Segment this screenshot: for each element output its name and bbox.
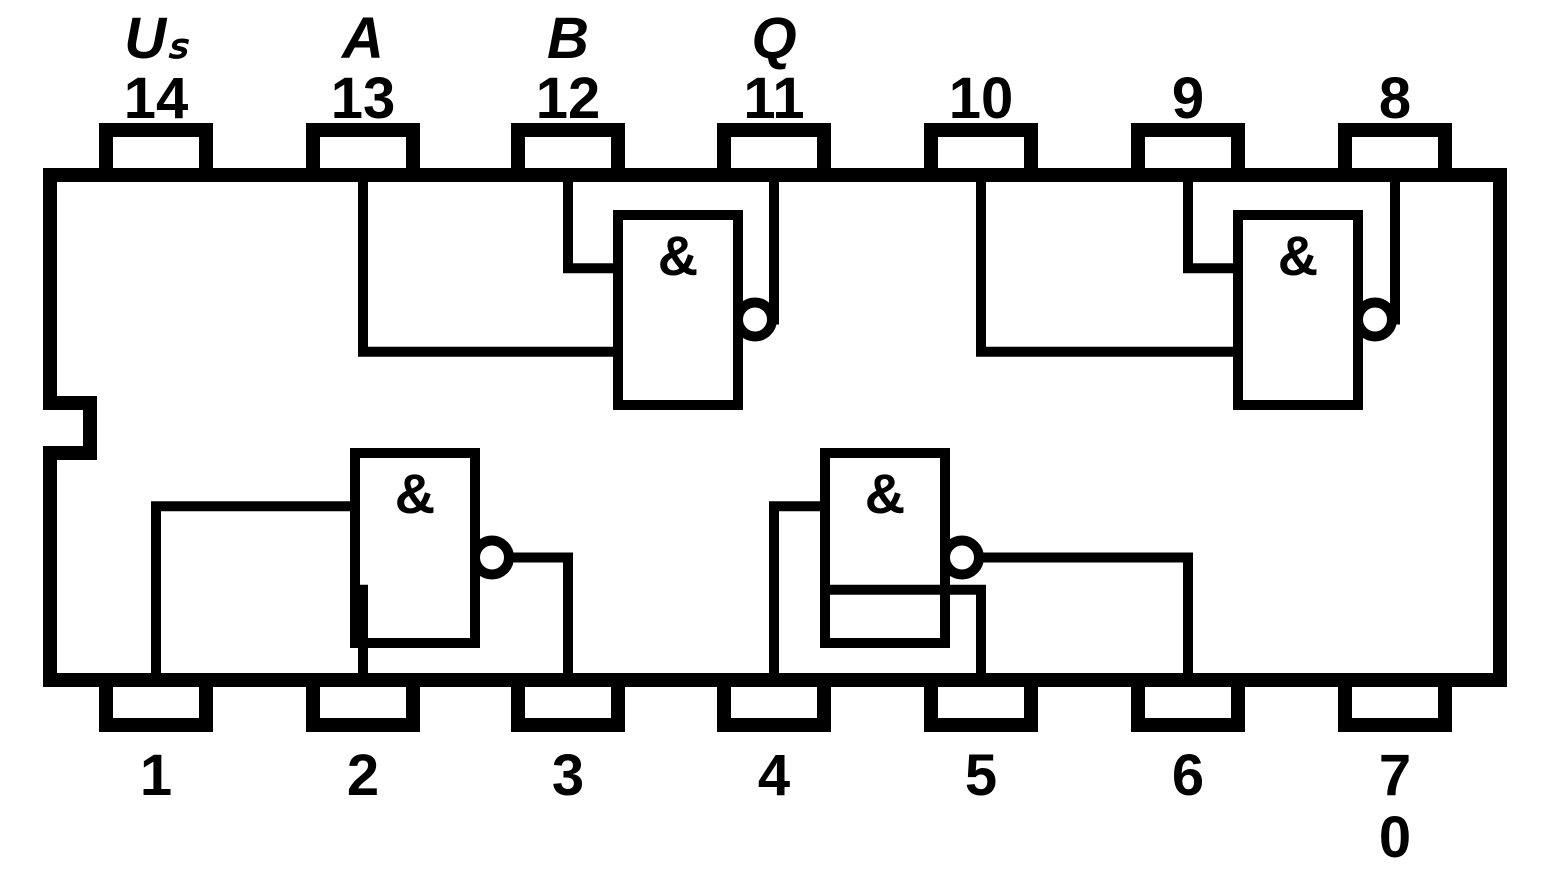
wire-g2-out [1392,175,1395,320]
gate-bubble-g4 [945,541,979,575]
pin-num-top-8: 8 [1379,66,1411,131]
pin-num-top-13: 13 [331,66,396,131]
gate-symbol-g2: & [1278,224,1318,287]
label-B: B [547,6,589,71]
label-Uₛ: Uₛ [124,6,189,71]
gate-bubble-g3 [475,541,509,575]
pin-num-top-12: 12 [536,66,601,131]
gate-symbol-g3: & [395,462,435,525]
pin-num-top-11: 11 [743,66,804,131]
label-A: A [340,6,384,71]
pin-num-bottom-3: 3 [552,743,584,808]
pin-num-bottom-4: 4 [758,743,790,808]
pin-num-top-14: 14 [124,66,189,131]
pin-num-top-10: 10 [949,66,1014,131]
pin-num-bottom-7: 7 [1379,743,1411,808]
pin-num-bottom-1: 1 [140,743,172,808]
label-Q: Q [751,6,796,71]
gate-bubble-g1 [738,303,772,337]
gate-symbol-g1: & [658,224,698,287]
gate-symbol-g4: & [865,462,905,525]
pin-num-bottom-6: 6 [1172,743,1204,808]
pin-num-bottom-5: 5 [965,743,997,808]
gate-bubble-g2 [1358,303,1392,337]
pin-num-top-9: 9 [1172,66,1204,131]
wire-g1-out [772,175,774,320]
pin-num-bottom-2: 2 [347,743,379,808]
pin-extra-0: 0 [1379,805,1411,869]
